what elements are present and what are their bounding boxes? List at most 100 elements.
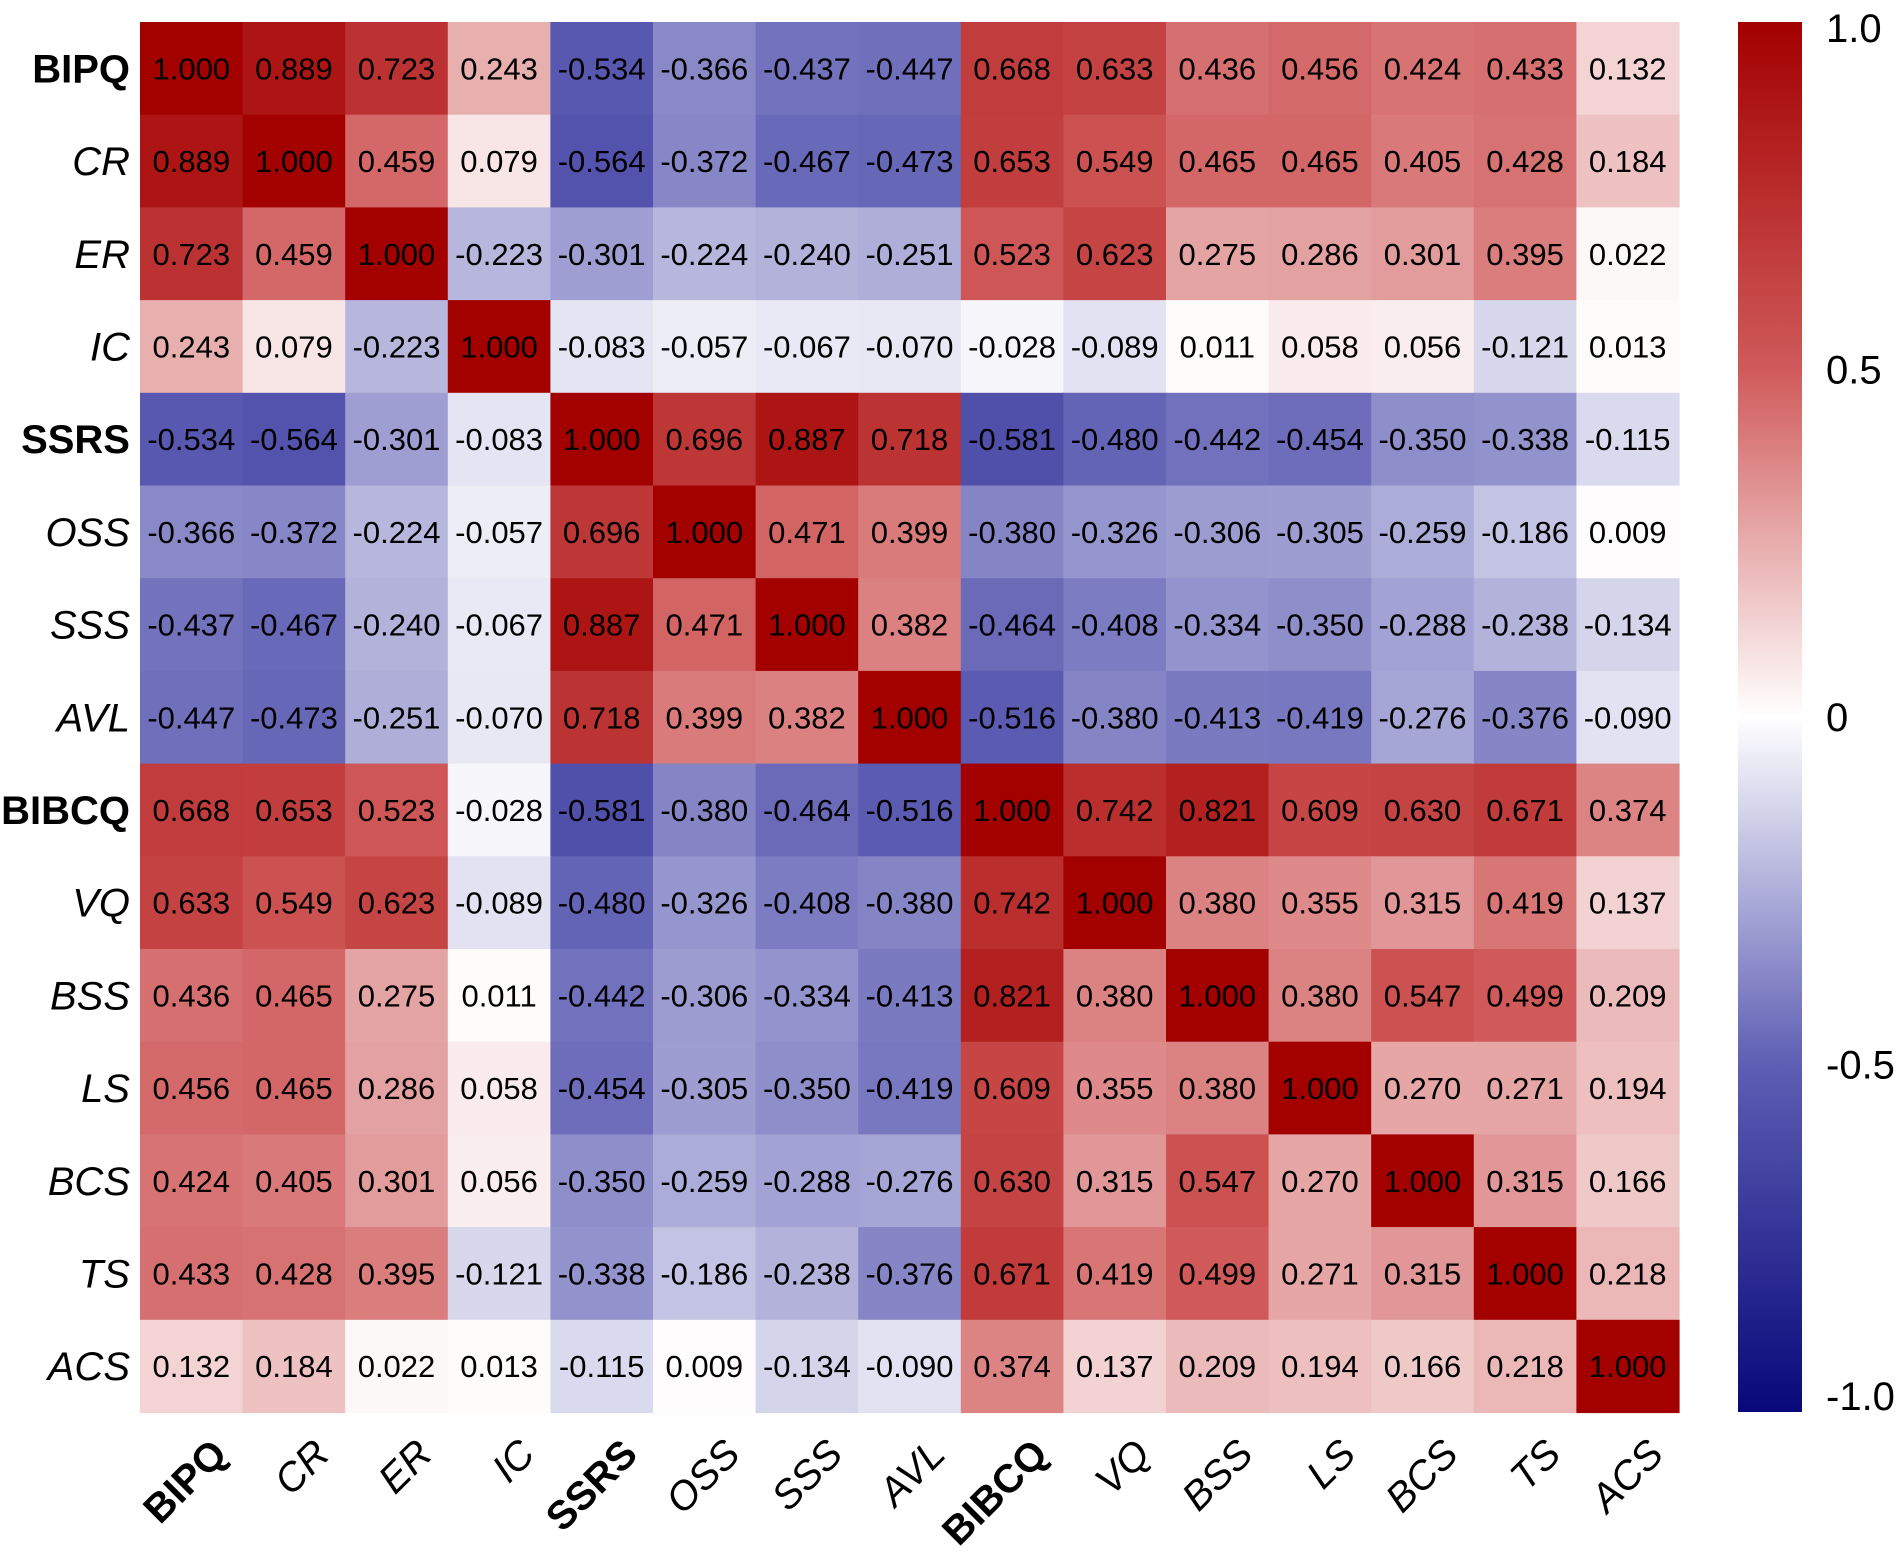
cell-ER-BSS	[1166, 207, 1270, 301]
cell-VQ-OSS	[653, 856, 757, 950]
value-VQ-BIPQ: 0.633	[153, 886, 231, 921]
cell-BCS-BIBCQ	[960, 1134, 1064, 1228]
value-AVL-CR: -0.473	[250, 700, 338, 735]
cell-BSS-ACS	[1576, 949, 1680, 1043]
value-ACS-TS: 0.218	[1486, 1349, 1564, 1384]
cell-BIBCQ-SSRS	[550, 763, 654, 857]
col-label-bibcq: BIBCQ	[934, 1432, 1056, 1554]
cell-SSRS-SSRS	[550, 392, 654, 487]
value-CR-AVL: -0.473	[866, 144, 954, 179]
value-SSRS-TS: -0.338	[1481, 422, 1569, 457]
cell-OSS-LS	[1268, 485, 1372, 579]
cell-LS-SSRS	[550, 1041, 654, 1135]
value-SSRS-BCS: -0.350	[1379, 422, 1467, 457]
value-BIBCQ-TS: 0.671	[1486, 793, 1564, 828]
value-BSS-AVL: -0.413	[866, 978, 954, 1013]
cell-SSRS-BIBCQ	[960, 392, 1064, 487]
cell-AVL-SSRS	[550, 670, 654, 765]
value-CR-IC: 0.079	[460, 144, 538, 179]
cell-TS-BSS	[1166, 1227, 1270, 1321]
cell-ACS-BCS	[1371, 1319, 1475, 1414]
value-CR-CR: 1.000	[255, 144, 333, 179]
cell-SSS-IC	[447, 578, 551, 672]
value-BSS-IC: 0.011	[461, 978, 536, 1013]
cell-VQ-SSS	[755, 856, 859, 950]
cell-AVL-CR	[242, 670, 346, 765]
value-AVL-AVL: 1.000	[871, 700, 949, 735]
cell-SSS-OSS	[653, 578, 757, 672]
value-LS-CR: 0.465	[255, 1071, 333, 1106]
cell-BCS-CR	[242, 1134, 346, 1228]
cell-IC-AVL	[858, 300, 962, 394]
cell-LS-ACS	[1576, 1041, 1680, 1135]
cell-OSS-IC	[447, 485, 551, 579]
colorbar-ticks: 1.0 0.5 0 -0.5 -1.0	[1826, 7, 1895, 1419]
cell-SSRS-ER	[345, 392, 449, 487]
value-IC-ER: -0.223	[353, 329, 441, 364]
cell-AVL-TS	[1473, 670, 1577, 765]
value-LS-BIBCQ: 0.609	[973, 1071, 1051, 1106]
value-BIBCQ-BSS: 0.821	[1179, 793, 1257, 828]
cell-AVL-BCS	[1371, 670, 1475, 765]
value-OSS-BIBCQ: -0.380	[968, 515, 1056, 550]
cell-BSS-OSS	[653, 949, 757, 1043]
value-BCS-SSS: -0.288	[763, 1164, 851, 1199]
value-ACS-SSRS: -0.115	[559, 1349, 645, 1384]
row-label-sss: SSS	[50, 604, 130, 648]
cell-BSS-IC	[447, 949, 551, 1043]
col-label-bcs: BCS	[1377, 1431, 1466, 1520]
cell-BSS-ER	[345, 949, 449, 1043]
value-VQ-OSS: -0.326	[660, 886, 748, 921]
value-BCS-IC: 0.056	[460, 1164, 538, 1199]
cell-BCS-ACS	[1576, 1134, 1680, 1228]
value-SSS-VQ: -0.408	[1071, 608, 1159, 643]
value-BIPQ-OSS: -0.366	[660, 51, 748, 86]
value-SSS-LS: -0.350	[1276, 608, 1364, 643]
cell-TS-TS	[1473, 1227, 1577, 1321]
cell-OSS-ER	[345, 485, 449, 579]
cell-TS-CR	[242, 1227, 346, 1321]
cell-BIPQ-IC	[447, 22, 551, 116]
value-SSS-SSRS: 0.887	[563, 608, 641, 643]
value-BCS-SSRS: -0.350	[558, 1164, 646, 1199]
col-label-bipq: BIPQ	[135, 1432, 235, 1532]
col-label-acs: ACS	[1581, 1431, 1672, 1522]
value-OSS-BSS: -0.306	[1173, 515, 1261, 550]
value-VQ-IC: -0.089	[455, 886, 543, 921]
row-label-bcs: BCS	[48, 1160, 131, 1204]
value-TS-BIBCQ: 0.671	[973, 1256, 1051, 1291]
value-IC-LS: 0.058	[1281, 329, 1359, 364]
cell-LS-ER	[345, 1041, 449, 1135]
value-VQ-CR: 0.549	[255, 886, 333, 921]
col-label-vq: VQ	[1087, 1432, 1159, 1504]
cell-ER-BIBCQ	[960, 207, 1064, 301]
colorbar-tick-3: -0.5	[1826, 1044, 1895, 1088]
cell-SSRS-BCS	[1371, 392, 1475, 487]
cell-IC-BSS	[1166, 300, 1270, 394]
cell-BSS-AVL	[858, 949, 962, 1043]
cell-ACS-SSS	[755, 1319, 859, 1414]
cell-TS-AVL	[858, 1227, 962, 1321]
value-SSRS-BIPQ: -0.534	[147, 422, 235, 457]
value-OSS-CR: -0.372	[250, 515, 338, 550]
cell-BSS-TS	[1473, 949, 1577, 1043]
cell-TS-LS	[1268, 1227, 1372, 1321]
cell-LS-BIBCQ	[960, 1041, 1064, 1135]
cell-VQ-ACS	[1576, 856, 1680, 950]
cell-SSS-BIBCQ	[960, 578, 1064, 672]
row-label-avl: AVL	[55, 696, 130, 740]
value-AVL-TS: -0.376	[1481, 700, 1569, 735]
value-BIPQ-IC: 0.243	[460, 51, 538, 86]
value-SSRS-SSS: 0.887	[768, 422, 846, 457]
value-BSS-ACS: 0.209	[1589, 978, 1667, 1013]
value-SSRS-ER: -0.301	[353, 422, 441, 457]
cell-BIBCQ-AVL	[858, 763, 962, 857]
cell-OSS-CR	[242, 485, 346, 579]
value-SSRS-BSS: -0.442	[1173, 422, 1261, 457]
value-BCS-BSS: 0.547	[1179, 1164, 1257, 1199]
value-BSS-VQ: 0.380	[1076, 978, 1154, 1013]
cell-BSS-BCS	[1371, 949, 1475, 1043]
value-OSS-SSRS: 0.696	[563, 515, 641, 550]
cell-CR-ER	[345, 114, 449, 208]
cell-IC-TS	[1473, 300, 1577, 394]
